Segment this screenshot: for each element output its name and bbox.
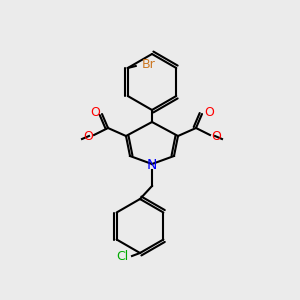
Text: Cl: Cl [116,250,128,263]
Text: O: O [90,106,100,118]
Text: Br: Br [142,58,155,71]
Text: O: O [204,106,214,118]
Text: O: O [83,130,93,142]
Text: O: O [211,130,221,142]
Text: N: N [147,158,157,172]
